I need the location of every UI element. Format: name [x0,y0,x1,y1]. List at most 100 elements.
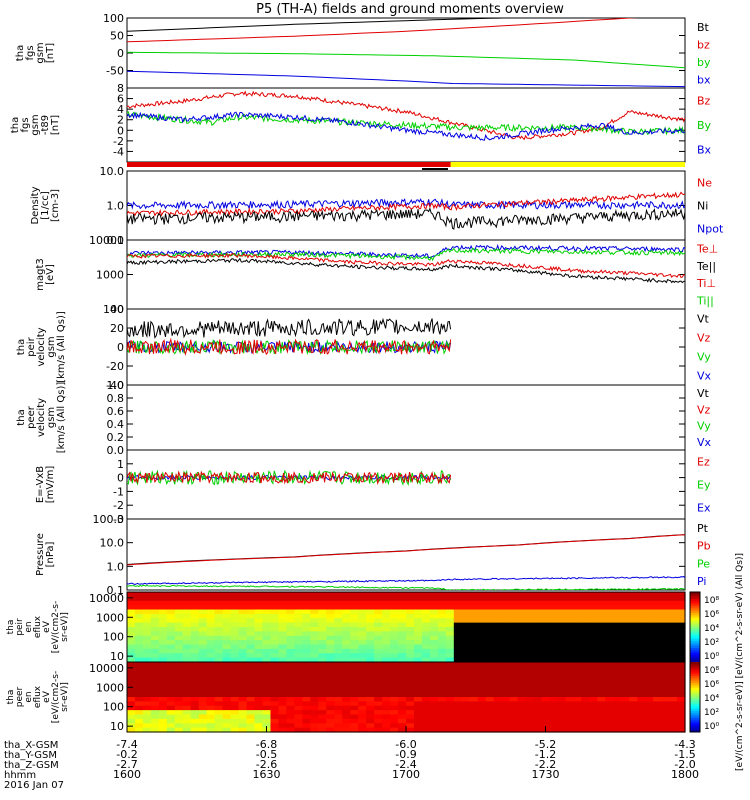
spec-cell [286,727,295,733]
spec-cell [437,697,447,702]
spec-cell [517,600,527,606]
spec-cell [469,705,479,711]
spec-cell [613,635,622,641]
spec-cell [581,600,590,606]
spec-cell [214,627,224,632]
spec-cell [358,635,367,641]
spec-cell [453,688,463,694]
spec-cell [174,596,184,602]
spec-cell [549,670,559,676]
spec-cell [461,600,471,606]
spec-cell [589,718,598,724]
spec-cell [493,679,503,685]
spec-cell [270,723,280,729]
legend-Vy: Vy [697,420,711,433]
spec-cell [158,618,168,624]
spec-cell [134,662,144,667]
spec-cell [429,613,439,619]
spec-cell [127,697,136,702]
spec-cell [485,635,495,641]
spec-cell [589,627,598,632]
spec-cell [645,640,654,646]
spec-cell [358,600,367,606]
ylabel-line: -t89 [40,115,51,135]
spec-cell [677,718,686,724]
spec-cell [509,723,519,729]
spec-cell [581,648,590,654]
spec-cell [477,683,487,689]
spec-cell [477,635,487,641]
colorbar-cell [690,720,700,724]
spec-cell [230,662,240,667]
spec-cell [262,662,272,667]
spec-cell [358,679,367,685]
spec-cell [206,688,216,694]
spec-cell [334,635,343,641]
spec-cell [198,618,208,624]
ylabel-line: peir [15,618,25,636]
spec-cell [198,613,208,619]
spec-cell [310,618,319,624]
spec-cell [421,609,431,615]
spec-cell [134,714,144,720]
spec-cell [270,605,280,611]
colorbar-cell [690,645,700,649]
spec-cell [501,609,511,615]
spec-cell [445,596,455,602]
spec-cell [541,657,551,663]
spec-cell [581,596,590,602]
spec-cell [445,670,455,676]
spec-cell [350,627,359,632]
spec-cell [390,596,399,602]
spec-cell [525,605,535,611]
spec-cell [613,640,622,646]
orbit-value: -2.2 [535,758,556,771]
spec-cell [413,723,423,729]
spec-cell [326,662,335,667]
spec-cell [437,609,447,615]
spec-cell [150,596,160,602]
spec-cell [230,701,240,707]
spec-cell [413,670,423,676]
spec-cell [533,635,543,641]
spec-cell [246,648,256,654]
spec-cell [406,688,415,694]
spec-cell [182,609,192,615]
spec-cell [565,701,574,707]
spec-cell [605,662,614,667]
spec-cell [166,644,176,650]
spec-cell [142,714,152,720]
spec-cell [310,605,319,611]
spec-cell [382,596,391,602]
ylabel-line: sr-eV)] [60,682,70,712]
spec-cell [581,627,590,632]
spec-cell [485,648,495,654]
spec-cell [198,631,208,637]
spec-cell [621,592,630,597]
spec-cell [174,657,184,663]
spec-cell [445,710,455,716]
spec-cell [142,723,152,729]
spec-cell [549,662,559,667]
spec-cell [669,640,678,646]
spec-cell [429,592,439,597]
spec-cell [294,635,303,641]
spec-cell [461,675,471,681]
spec-cell [182,640,192,646]
spec-cell [573,705,582,711]
spec-cell [214,688,224,694]
spec-cell [525,670,535,676]
colorbar-cell [690,596,700,600]
spec-cell [413,653,423,659]
spec-cell [214,648,224,654]
spec-cell [629,605,638,611]
spec-cell [127,592,136,597]
spec-cell [182,683,192,689]
spec-cell [429,648,439,654]
spec-cell [573,710,582,716]
spec-cell [174,618,184,624]
spec-cell [509,714,519,720]
spec-cell [390,635,399,641]
spec-cell [198,653,208,659]
